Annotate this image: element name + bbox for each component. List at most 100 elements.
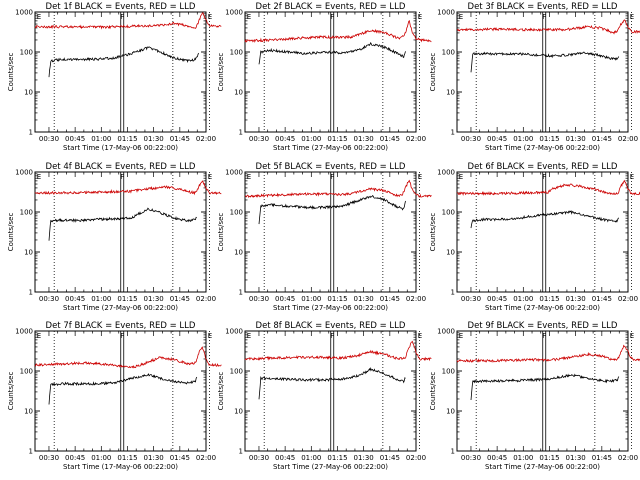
y-tick-label: 100: [20, 49, 33, 57]
y-tick-label: 10: [446, 249, 455, 257]
panel-3: Det 3f BLACK = Events, RED = LLD 1 10 100 10…: [429, 2, 640, 152]
y-axis: 1 10 100 1000: [437, 9, 628, 137]
x-tick-label: 01:45: [380, 454, 400, 462]
x-tick-label: 01:15: [327, 135, 347, 143]
lld-series-line: [456, 344, 640, 363]
x-tick-label: 01:45: [380, 135, 400, 143]
y-tick-label: 1000: [437, 9, 455, 17]
x-tick-label: 01:45: [592, 295, 612, 303]
x-axis-label: Start Time (17-May-06 00:22:00): [63, 144, 178, 152]
flag-bar: [330, 171, 335, 293]
x-tick-label: 01:45: [170, 295, 190, 303]
x-tick-label: 00:45: [487, 135, 507, 143]
y-axis-label: Counts/sec: [7, 372, 15, 411]
y-tick-label: 100: [442, 49, 455, 57]
flag-label: F: [120, 332, 124, 340]
flag-label: E: [247, 332, 251, 340]
events-series-line: [258, 195, 406, 225]
flag-label: E: [37, 332, 41, 340]
y-tick-label: 10: [446, 408, 455, 416]
x-tick-label: 00:30: [39, 454, 59, 462]
y-tick-label: 10: [24, 249, 33, 257]
x-tick-label: 01:15: [117, 295, 137, 303]
x-tick-label: 01:15: [539, 454, 559, 462]
x-axis-label: Start Time (27-May-06 00:22:00): [485, 304, 600, 312]
y-tick-label: 1000: [437, 328, 455, 336]
x-tick-label: 01:30: [354, 295, 374, 303]
x-tick-label: 01:30: [144, 135, 164, 143]
y-axis-label: Counts/sec: [429, 53, 437, 92]
y-tick-label: 1: [451, 289, 455, 297]
lld-series-line: [244, 340, 432, 362]
x-tick-label: 01:45: [380, 295, 400, 303]
flag-bar: [120, 171, 125, 293]
x-tick-label: 01:15: [327, 295, 347, 303]
y-axis: 1 10 100 1000: [225, 328, 416, 456]
events-series-line: [470, 210, 620, 229]
flag-label: F: [330, 332, 334, 340]
x-tick-label: 02:00: [618, 454, 638, 462]
flag-bar: [120, 330, 125, 452]
y-tick-label: 100: [230, 209, 243, 217]
x-tick-label: 01:30: [144, 454, 164, 462]
panel-title: Det 1f BLACK = Events, RED = LLD: [46, 2, 196, 12]
x-tick-label: 00:30: [39, 295, 59, 303]
y-axis-label: Counts/sec: [217, 53, 225, 92]
events-series-line: [48, 207, 197, 241]
x-tick-label: 00:30: [39, 135, 59, 143]
x-tick-label: 02:00: [406, 295, 426, 303]
y-axis: 1 10 100 1000: [225, 9, 416, 137]
y-axis-label: Counts/sec: [7, 53, 15, 92]
flag-label: F: [330, 173, 334, 181]
flag-label: F: [120, 13, 124, 21]
lld-series-line: [244, 19, 432, 43]
x-tick-label: 01:45: [170, 135, 190, 143]
x-tick-label: 01:30: [354, 454, 374, 462]
flag-label: E: [247, 173, 251, 181]
x-axis-label: Start Time (27-May-06 00:22:00): [273, 463, 388, 471]
y-axis-label: Counts/sec: [429, 213, 437, 252]
lld-series-line: [34, 180, 222, 196]
flag-label: F: [542, 332, 546, 340]
x-tick-label: 00:45: [487, 454, 507, 462]
panel-title: Det 9f BLACK = Events, RED = LLD: [468, 321, 618, 331]
x-tick-label: 00:30: [461, 454, 481, 462]
y-tick-label: 1: [29, 448, 33, 456]
x-tick-label: 00:45: [275, 135, 295, 143]
x-axis-label: Start Time (27-May-06 00:22:00): [63, 304, 178, 312]
panel-title: Det 3f BLACK = Events, RED = LLD: [468, 2, 618, 12]
events-series-line: [48, 46, 199, 78]
x-tick-label: 01:00: [301, 295, 321, 303]
y-tick-label: 1000: [437, 169, 455, 177]
x-axis: 00:30 00:45 01:00 01:15 01:30 01:45 02:00: [39, 331, 216, 462]
flag-label: F: [120, 173, 124, 181]
y-tick-label: 1000: [15, 9, 33, 17]
panel-1: Det 1f BLACK = Events, RED = LLD 1 10 100 10…: [7, 2, 222, 152]
y-axis: 1 10 100 1000: [437, 328, 628, 456]
y-tick-label: 10: [24, 89, 33, 97]
flag-label: E: [418, 173, 422, 181]
y-tick-label: 100: [442, 368, 455, 376]
x-tick-label: 00:45: [65, 454, 85, 462]
x-axis-label: Start Time (27-May-06 00:22:00): [273, 304, 388, 312]
panel-title: Det 4f BLACK = Events, RED = LLD: [46, 162, 196, 172]
flag-label: E: [418, 13, 422, 21]
x-tick-label: 01:00: [301, 135, 321, 143]
x-tick-label: 00:30: [461, 135, 481, 143]
y-tick-label: 100: [230, 49, 243, 57]
x-tick-label: 01:00: [91, 454, 111, 462]
x-tick-label: 01:00: [513, 454, 533, 462]
x-tick-label: 02:00: [196, 135, 216, 143]
x-axis-label: Start Time (27-May-06 00:22:00): [273, 144, 388, 152]
x-tick-label: 01:30: [566, 135, 586, 143]
x-tick-label: 01:45: [592, 454, 612, 462]
x-tick-label: 01:00: [301, 454, 321, 462]
x-tick-label: 01:30: [566, 454, 586, 462]
panel-title: Det 2f BLACK = Events, RED = LLD: [256, 2, 406, 12]
flag-bar: [330, 11, 335, 133]
panel-title: Det 5f BLACK = Events, RED = LLD: [256, 162, 406, 172]
x-tick-label: 01:00: [513, 135, 533, 143]
y-tick-label: 10: [234, 89, 243, 97]
flag-label: E: [630, 332, 634, 340]
flag-bar: [542, 330, 547, 452]
